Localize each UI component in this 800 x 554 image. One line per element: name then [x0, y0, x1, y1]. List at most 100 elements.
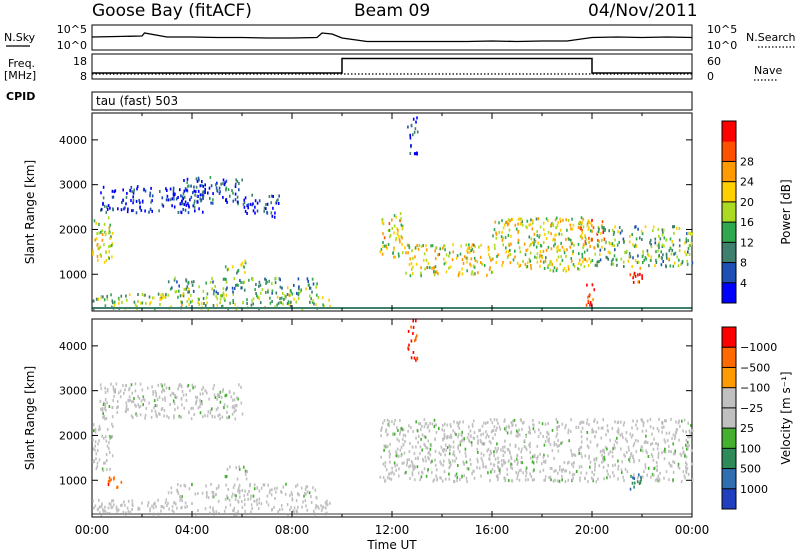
data-cell	[582, 260, 584, 264]
data-cell	[387, 242, 390, 246]
data-cell	[393, 214, 396, 218]
data-cell	[593, 246, 595, 250]
data-cell	[632, 276, 634, 280]
data-cell	[566, 228, 568, 232]
data-cell	[263, 483, 266, 487]
data-cell	[293, 510, 296, 514]
data-cell	[421, 433, 424, 437]
data-cell	[651, 432, 653, 436]
data-cell	[204, 183, 206, 187]
data-cell	[192, 289, 195, 293]
colorbar-swatch	[722, 201, 736, 223]
data-cell	[184, 187, 187, 191]
data-cell	[647, 254, 650, 257]
data-cell	[94, 504, 97, 508]
data-cell	[198, 297, 200, 301]
data-cell	[488, 439, 491, 443]
data-cell	[111, 189, 114, 193]
data-cell	[219, 301, 221, 305]
data-cell	[277, 510, 279, 514]
data-cell	[565, 423, 567, 427]
data-cell	[228, 389, 231, 393]
data-cell	[519, 217, 521, 221]
data-cell	[105, 439, 108, 443]
data-cell	[232, 299, 234, 302]
data-cell	[201, 183, 203, 187]
data-cell	[655, 258, 657, 262]
data-cell	[591, 470, 593, 474]
data-cell	[663, 236, 666, 240]
data-cell	[110, 244, 113, 248]
data-cell	[600, 436, 603, 440]
data-cell	[587, 227, 590, 231]
data-cell	[410, 144, 412, 148]
data-cell	[590, 260, 592, 264]
data-cell	[398, 439, 400, 443]
data-cell	[622, 435, 624, 439]
data-cell	[108, 450, 111, 454]
data-cell	[510, 465, 512, 469]
data-cell	[223, 277, 226, 281]
data-cell	[612, 233, 615, 236]
data-cell	[167, 293, 170, 297]
data-cell	[488, 453, 491, 457]
data-cell	[580, 263, 582, 267]
data-cell	[529, 450, 531, 454]
data-cell	[297, 277, 300, 281]
data-cell	[508, 459, 510, 463]
data-cell	[408, 424, 410, 428]
data-cell	[540, 259, 542, 263]
data-cell	[610, 259, 613, 263]
data-cell	[388, 222, 391, 225]
data-cell	[151, 504, 153, 508]
data-cell	[408, 458, 410, 462]
data-cell	[282, 485, 285, 489]
data-cell	[212, 508, 214, 512]
data-cell	[258, 297, 261, 301]
data-cell	[396, 437, 399, 441]
colorbar-tick-label: 28	[740, 155, 754, 168]
data-cell	[450, 462, 452, 466]
data-cell	[570, 452, 573, 456]
data-cell	[650, 453, 653, 456]
data-cell	[547, 230, 550, 234]
data-cell	[685, 237, 688, 241]
data-cell	[492, 429, 495, 432]
data-cell	[685, 471, 688, 475]
data-cell	[113, 395, 115, 398]
data-cell	[125, 202, 127, 206]
data-cell	[102, 196, 105, 200]
data-cell	[440, 445, 443, 449]
data-cell	[563, 251, 566, 255]
data-cell	[183, 179, 185, 182]
data-cell	[467, 467, 470, 471]
data-cell	[416, 465, 419, 469]
data-cell	[683, 418, 686, 422]
data-cell	[690, 243, 692, 247]
data-cell	[567, 264, 570, 268]
data-cell	[256, 503, 258, 506]
data-cell	[547, 219, 549, 222]
data-cell	[546, 431, 549, 435]
cpid-panel: CPID tau (fast) 503	[6, 90, 693, 111]
data-cell	[222, 182, 224, 186]
data-cell	[120, 208, 123, 212]
data-cell	[558, 444, 561, 447]
data-cell	[204, 389, 207, 393]
data-cell	[589, 440, 592, 444]
data-cell	[383, 448, 385, 452]
data-cell	[657, 479, 659, 483]
data-cell	[408, 343, 410, 347]
data-cell	[589, 301, 592, 304]
data-cell	[411, 445, 414, 449]
data-cell	[176, 506, 178, 510]
data-cell	[560, 441, 562, 445]
data-cell	[187, 211, 190, 215]
y-tick-label: 3000	[59, 179, 87, 192]
data-cell	[656, 464, 658, 468]
data-cell	[452, 440, 455, 444]
data-cell	[111, 231, 114, 235]
data-cell	[606, 447, 608, 451]
data-cell	[581, 255, 584, 259]
data-cell	[196, 200, 199, 204]
